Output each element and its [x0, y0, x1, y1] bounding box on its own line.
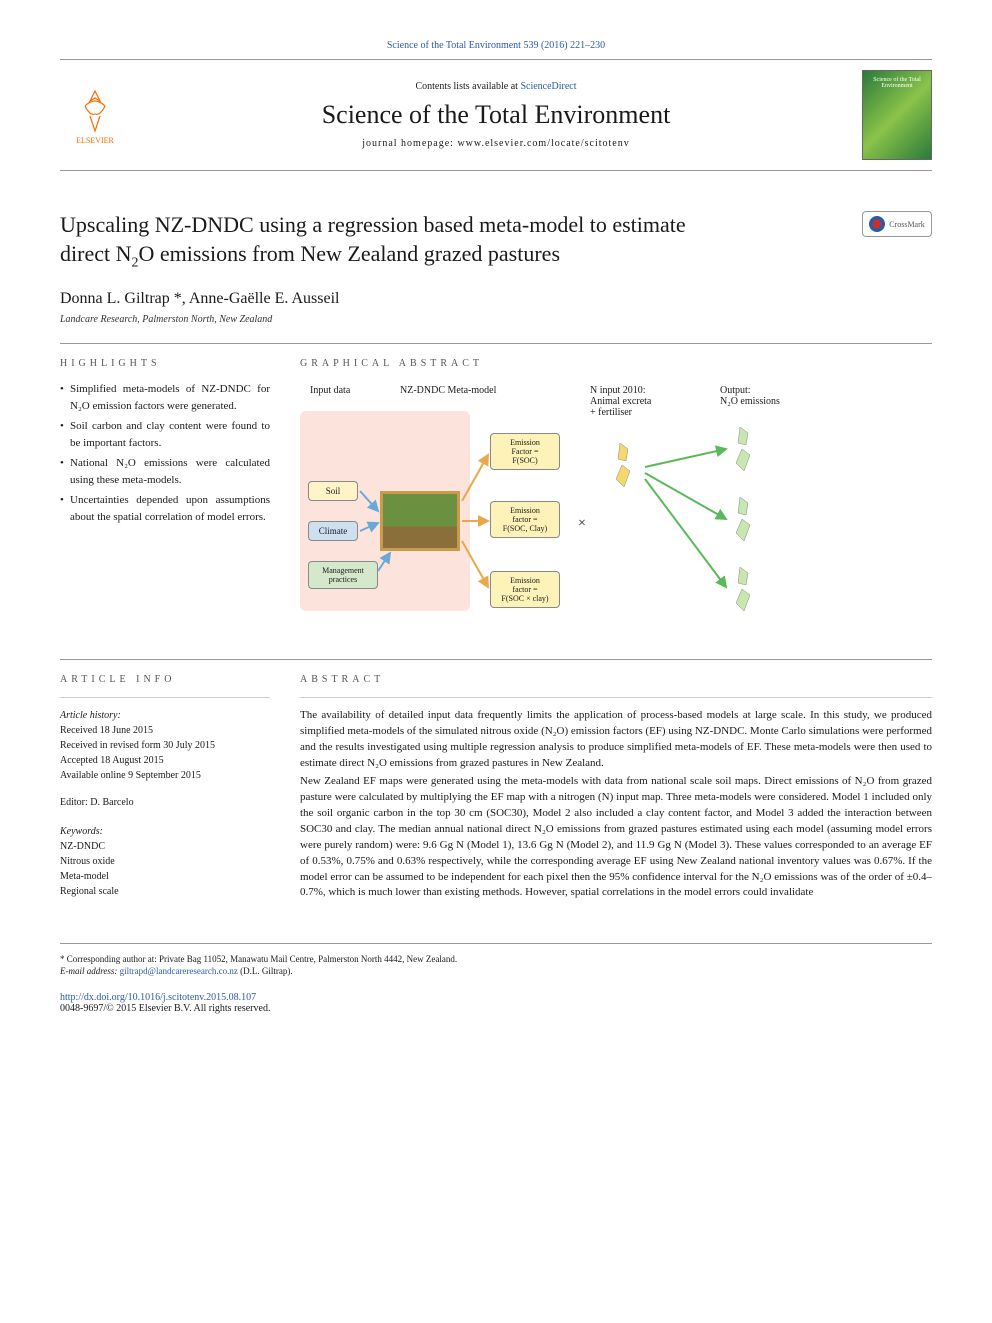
highlight-item: Simplified meta-models of NZ-DNDC for N₂… [60, 381, 270, 414]
crossmark-badge[interactable]: CrossMark [862, 211, 932, 237]
journal-homepage: journal homepage: www.elsevier.com/locat… [150, 138, 842, 149]
abstract-paragraph: New Zealand EF maps were generated using… [300, 774, 932, 902]
accepted-date: Accepted 18 August 2015 [60, 753, 270, 768]
highlights-label: HIGHLIGHTS [60, 358, 270, 369]
homepage-url[interactable]: www.elsevier.com/locate/scitotenv [457, 138, 629, 149]
ga-ninput-map [610, 441, 640, 491]
graphical-abstract: Input data NZ-DNDC Meta-model N input 20… [300, 381, 932, 641]
graphical-abstract-label: GRAPHICAL ABSTRACT [300, 358, 932, 369]
revised-date: Received in revised form 30 July 2015 [60, 738, 270, 753]
doi-link[interactable]: http://dx.doi.org/10.1016/j.scitotenv.20… [60, 992, 256, 1003]
keywords-heading: Keywords: [60, 824, 270, 839]
online-date: Available online 9 September 2015 [60, 768, 270, 783]
footer: * Corresponding author at: Private Bag 1… [60, 943, 932, 1014]
ga-output-map-1 [730, 425, 760, 475]
ga-soil-box: Soil [308, 481, 358, 501]
abstract-label: ABSTRACT [300, 674, 932, 685]
article-title: Upscaling NZ-DNDC using a regression bas… [60, 211, 842, 272]
highlight-item: National N₂O emissions were calculated u… [60, 455, 270, 488]
email-link[interactable]: giltrapd@landcareresearch.co.nz [120, 966, 238, 976]
highlight-item: Uncertainties depended upon assumptions … [60, 492, 270, 525]
ga-header-ninput: N input 2010:Animal excreta+ fertiliser [590, 385, 651, 418]
ga-landscape-image [380, 491, 460, 551]
affiliation: Landcare Research, Palmerston North, New… [60, 314, 932, 325]
ga-multiply: × [578, 516, 586, 532]
journal-citation[interactable]: Science of the Total Environment 539 (20… [60, 40, 932, 51]
corresponding-author: * Corresponding author at: Private Bag 1… [60, 954, 932, 964]
ga-mgmt-box: Management practices [308, 561, 378, 589]
ga-climate-box: Climate [308, 521, 358, 541]
sciencedirect-link[interactable]: ScienceDirect [520, 81, 576, 92]
highlights-list: Simplified meta-models of NZ-DNDC for N₂… [60, 381, 270, 525]
ga-header-output: Output:N₂O emissions [720, 385, 780, 407]
journal-cover-thumbnail: Science of the Total Environment [862, 70, 932, 160]
article-info: Article history: Received 18 June 2015 R… [60, 708, 270, 899]
ga-ef2-box: Emissionfactor =F(SOC, Clay) [490, 501, 560, 538]
ga-ef3-box: Emissionfactor =F(SOC × clay) [490, 571, 560, 608]
authors: Donna L. Giltrap *, Anne-Gaëlle E. Ausse… [60, 290, 932, 308]
abstract-paragraph: The availability of detailed input data … [300, 708, 932, 772]
journal-header: ELSEVIER Contents lists available at Sci… [60, 59, 932, 171]
editor: Editor: D. Barcelo [60, 795, 270, 810]
ga-header-input: Input data [310, 385, 350, 396]
crossmark-icon [869, 216, 885, 232]
article-info-label: ARTICLE INFO [60, 674, 270, 685]
keyword: Regional scale [60, 884, 270, 899]
highlight-item: Soil carbon and clay content were found … [60, 418, 270, 451]
elsevier-logo: ELSEVIER [60, 75, 130, 155]
keyword: Meta-model [60, 869, 270, 884]
contents-list-line: Contents lists available at ScienceDirec… [150, 81, 842, 92]
ga-output-map-2 [730, 495, 760, 545]
ga-ef1-box: EmissionFactor =F(SOC) [490, 433, 560, 470]
ga-header-metamodel: NZ-DNDC Meta-model [400, 385, 496, 396]
journal-name: Science of the Total Environment [150, 100, 842, 130]
received-date: Received 18 June 2015 [60, 723, 270, 738]
keyword: NZ-DNDC [60, 839, 270, 854]
keyword: Nitrous oxide [60, 854, 270, 869]
email-line: E-mail address: giltrapd@landcareresearc… [60, 966, 932, 976]
copyright: 0048-9697/© 2015 Elsevier B.V. All right… [60, 1003, 932, 1014]
ga-output-map-3 [730, 565, 760, 615]
abstract-text: The availability of detailed input data … [300, 708, 932, 901]
article-history-heading: Article history: [60, 708, 270, 723]
